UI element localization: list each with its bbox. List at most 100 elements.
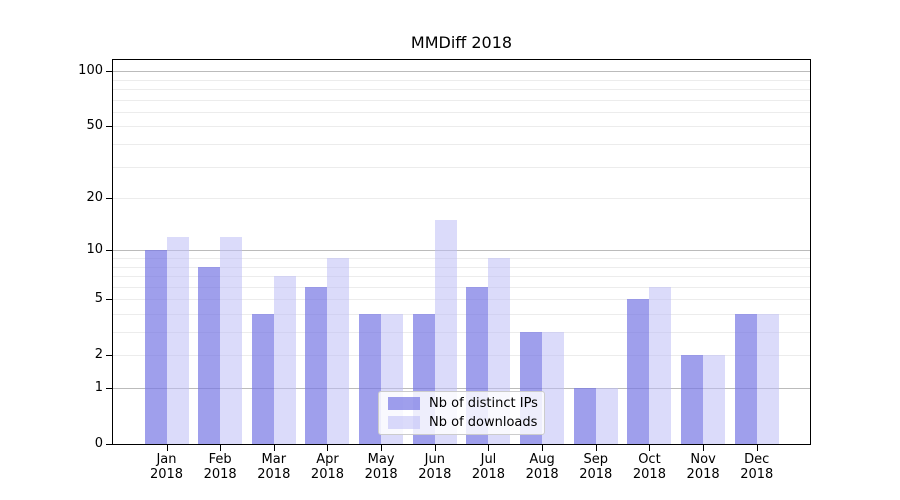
gridline-minor [113,126,810,128]
gridline-minor [113,332,810,334]
x-tick-month: Nov [690,452,716,467]
y-tick-mark [106,388,112,389]
x-tick-month: Mar [261,452,287,467]
y-tick-label: 100 [78,63,103,79]
x-tick-label: Jan 2018 [135,452,199,482]
bar-downloads-apr [327,258,350,444]
y-tick-label: 2 [94,347,103,363]
y-tick-mark [106,299,112,301]
x-tick-year: 2018 [579,467,613,482]
gridline-minor [113,144,810,146]
bar-downloads-oct [649,286,672,444]
x-tick-year: 2018 [632,467,666,482]
plot-top-border [112,59,811,60]
x-tick-label: Oct 2018 [617,452,681,482]
x-tick-year: 2018 [471,467,505,482]
bar-downloads-mar [273,276,296,444]
x-tick-year: 2018 [525,467,559,482]
x-tick-label: Jul 2018 [456,452,520,482]
x-tick-month: Dec [744,452,770,467]
x-tick-year: 2018 [149,467,184,482]
bar-distinct-ips-feb [198,266,221,444]
gridline-major [113,71,810,73]
y-tick-label: 1 [94,380,103,395]
gridline-minor [113,276,810,278]
x-tick-label: Sep 2018 [564,452,628,482]
bar-downloads-aug [542,332,565,444]
bar-distinct-ips-may [359,314,382,444]
plot-right-border [810,59,811,445]
gridline-major [113,388,810,389]
x-tick-mark [756,445,758,451]
x-tick-label: Jun 2018 [403,452,467,482]
bar-distinct-ips-mar [251,314,274,444]
x-tick-mark [220,445,222,451]
gridline-minor [113,99,810,101]
x-axis-line [112,444,811,445]
plot-area [113,60,810,444]
x-tick-month: Feb [208,452,232,467]
bar-distinct-ips-nov [681,355,704,444]
x-tick-label: Aug 2018 [510,452,574,482]
bar-distinct-ips-sep [573,388,596,444]
x-tick-year: 2018 [310,467,345,482]
y-tick-mark [106,126,112,128]
bar-downloads-jun [434,220,457,444]
legend-item-downloads: Nb of downloads [388,415,538,430]
x-tick-month: Jan [156,452,177,467]
x-tick-month: Oct [638,452,661,467]
bar-distinct-ips-oct [627,299,650,444]
gridline-major [113,250,810,252]
gridline-minor [113,313,810,315]
x-tick-label: Apr 2018 [295,452,359,482]
gridline-minor [113,286,810,288]
bar-distinct-ips-dec [734,314,757,444]
y-tick-label: 0 [94,436,103,451]
x-tick-mark [166,445,168,451]
bar-downloads-sep [595,388,618,444]
gridline-minor [113,299,810,301]
gridline-minor [113,355,810,357]
y-tick-mark [106,444,112,445]
y-tick-label: 5 [94,291,103,307]
x-tick-year: 2018 [740,467,774,482]
x-tick-year: 2018 [203,467,237,482]
x-tick-label: Dec 2018 [725,452,789,482]
gridline-minor [113,111,810,113]
x-tick-mark [381,445,383,451]
gridline-minor [113,266,810,268]
gridline-minor [113,198,810,200]
bar-distinct-ips-jan [144,250,167,444]
x-tick-label: Feb 2018 [188,452,252,482]
bar-downloads-jan [166,236,189,444]
x-tick-year: 2018 [364,467,398,482]
legend-swatch-downloads-icon [388,416,420,429]
y-tick-mark [106,355,112,357]
y-tick-mark [106,250,112,252]
legend-swatch-distinct-ips-icon [388,397,420,410]
bar-distinct-ips-apr [305,286,328,444]
x-tick-mark [595,445,597,451]
x-tick-month: Jul [480,452,497,467]
x-tick-mark [703,445,705,451]
x-tick-year: 2018 [418,467,452,482]
x-tick-mark [434,445,436,451]
y-tick-mark [106,198,112,200]
x-tick-mark [327,445,329,451]
y-tick-label: 20 [86,190,103,206]
x-tick-year: 2018 [686,467,720,482]
legend-label-downloads: Nb of downloads [429,415,538,430]
legend-item-distinct-ips: Nb of distinct IPs [388,396,538,411]
x-tick-label: Mar 2018 [242,452,306,482]
legend: Nb of distinct IPs Nb of downloads [378,391,545,435]
x-tick-month: Apr [316,452,339,467]
chart-title: MMDiff 2018 [410,33,513,52]
bar-downloads-nov [703,355,726,444]
y-tick-mark [106,71,112,73]
x-tick-month: Jun [424,452,445,467]
x-tick-mark [542,445,544,451]
x-tick-mark [488,445,490,451]
x-tick-month: May [367,452,395,467]
gridline-minor [113,89,810,91]
